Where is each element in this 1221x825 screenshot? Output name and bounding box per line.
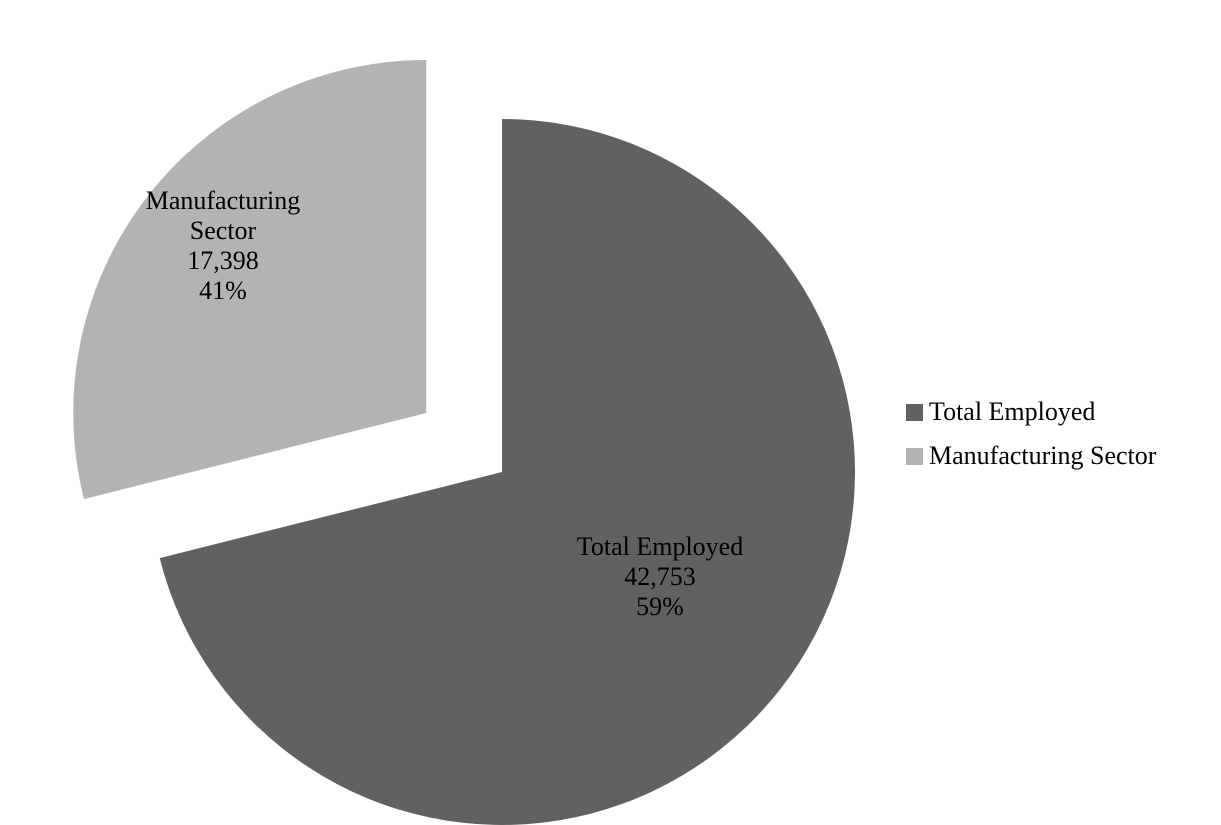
slice-label-total-employed: Total Employed 42,753 59%: [560, 532, 760, 622]
legend-item-manufacturing-sector: Manufacturing Sector: [906, 434, 1156, 478]
legend: Total Employed Manufacturing Sector: [906, 390, 1156, 478]
legend-swatch-manufacturing-sector: [906, 448, 923, 465]
slice-label-mfg-value: 17,398: [113, 246, 333, 276]
legend-item-total-employed: Total Employed: [906, 390, 1156, 434]
legend-swatch-total-employed: [906, 404, 923, 421]
slice-label-manufacturing-sector: Manufacturing Sector 17,398 41%: [113, 186, 333, 306]
legend-label-total-employed: Total Employed: [929, 397, 1095, 427]
slice-label-total-percent: 59%: [560, 592, 760, 622]
slice-label-total-name: Total Employed: [560, 532, 760, 562]
slice-label-mfg-percent: 41%: [113, 276, 333, 306]
legend-label-manufacturing-sector: Manufacturing Sector: [929, 441, 1156, 471]
slice-label-mfg-name-2: Sector: [113, 216, 333, 246]
slice-label-total-value: 42,753: [560, 562, 760, 592]
slice-label-mfg-name-1: Manufacturing: [113, 186, 333, 216]
